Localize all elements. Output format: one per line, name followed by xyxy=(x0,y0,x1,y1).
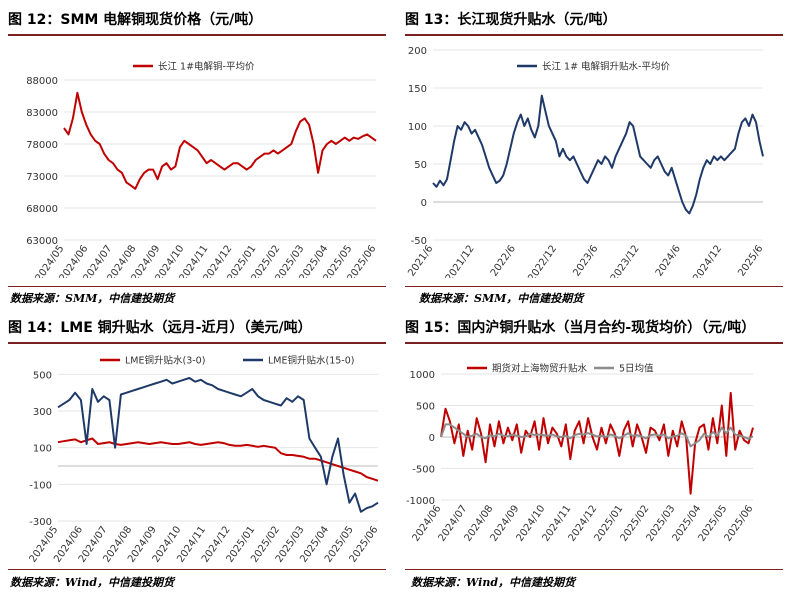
y-tick-label: -300 xyxy=(29,517,52,528)
legend-label: 长江 1#电解铜-平均价 xyxy=(158,61,255,73)
data-source: 数据来源：SMM，中信建投期货 xyxy=(419,292,584,305)
y-tick-label: 68000 xyxy=(26,204,58,215)
series-line xyxy=(440,391,754,495)
divider xyxy=(8,569,386,570)
divider xyxy=(8,286,386,287)
divider xyxy=(405,569,783,570)
y-tick-label: 73000 xyxy=(26,172,58,183)
y-tick-label: 150 xyxy=(408,84,427,95)
y-tick-label: 0 xyxy=(421,198,427,209)
chart-title: 图 15：国内沪铜升贴水（当月合约-现货均价）（元/吨） xyxy=(405,320,756,336)
x-tick-label: 2022/6 xyxy=(489,243,518,278)
series-line xyxy=(432,94,764,215)
chart-svg: 500300100-100-3002024/052024/062024/0720… xyxy=(28,355,381,565)
y-tick-label: 100 xyxy=(408,122,427,133)
series-line xyxy=(440,423,754,448)
y-tick-label: 83000 xyxy=(26,108,58,119)
title-rule xyxy=(405,34,783,36)
y-tick-label: 78000 xyxy=(26,140,58,151)
chart-svg: 10005000-500-10002024/062024/072024/0820… xyxy=(406,363,756,544)
x-tick-label: 2022/12 xyxy=(526,243,559,278)
chart-title: 图 12：SMM 电解铜现货价格（元/吨） xyxy=(8,12,263,28)
y-tick-label: 1000 xyxy=(410,370,435,381)
chart-plot: 10005000-500-10002024/062024/072024/0820… xyxy=(406,363,756,544)
y-tick-label: 200 xyxy=(408,46,427,57)
data-source: 数据来源：Wind，中信建投期货 xyxy=(411,576,576,589)
title-rule xyxy=(405,342,783,344)
y-tick-label: -1000 xyxy=(406,496,435,507)
x-tick-label: 2024/12 xyxy=(691,243,724,278)
x-tick-label: 2024/6 xyxy=(654,243,683,278)
divider xyxy=(405,286,783,287)
chart-panel-14: 图 14：LME 铜升贴水（远月-近月）（美元/吨） 500 300 100 -100… xyxy=(8,316,386,595)
y-tick-label: 50 xyxy=(414,160,427,171)
series-line xyxy=(57,377,379,513)
y-tick-label: 88000 xyxy=(26,76,58,87)
data-source: 数据来源：SMM，中信建投期货 xyxy=(10,292,175,305)
legend-label: LME铜升贴水(15-0) xyxy=(268,355,354,367)
chart-title: 图 14：LME 铜升贴水（远月-近月）（美元/吨） xyxy=(8,320,312,336)
legend-label: LME铜升贴水(3-0) xyxy=(125,355,205,367)
series-line xyxy=(57,437,379,482)
chart-title: 图 13：长江现货升贴水（元/吨） xyxy=(405,12,617,28)
chart-plot: 500300100-100-3002024/052024/062024/0720… xyxy=(28,355,381,565)
y-tick-label: -500 xyxy=(412,465,435,476)
x-tick-label: 2023/12 xyxy=(609,243,642,278)
y-tick-label: 63000 xyxy=(26,236,58,247)
x-tick-label: 2021/6 xyxy=(406,243,435,278)
chart-svg: 8800083000780007300068000630002024/05202… xyxy=(26,61,378,279)
x-tick-label: 2025/6 xyxy=(736,243,765,278)
y-tick-label: -50 xyxy=(411,236,427,247)
legend-label: 期货对上海物贸升贴水 xyxy=(492,363,588,375)
y-tick-label: 100 xyxy=(33,444,52,455)
chart-plot: 8800083000780007300068000630002024/05202… xyxy=(26,61,378,279)
y-tick-label: -100 xyxy=(29,480,52,491)
chart-panel-15: 图 15：国内沪铜升贴水（当月合约-现货均价）（元/吨） 1000 500 0 -50… xyxy=(405,316,783,595)
y-tick-label: 300 xyxy=(33,407,52,418)
legend-label: 长江 1# 电解铜升贴水-平均价 xyxy=(542,61,670,73)
title-rule xyxy=(8,34,386,36)
legend-label: 5日均值 xyxy=(619,363,654,375)
title-rule xyxy=(8,342,386,344)
chart-panel-13: 图 13：长江现货升贴水（元/吨） 200 150 100 50 0 -50 2021/6 2… xyxy=(405,8,783,305)
y-tick-label: 500 xyxy=(416,402,435,413)
series-line xyxy=(63,91,377,190)
y-tick-label: 0 xyxy=(429,433,435,444)
chart-panel-12: 图 12：SMM 电解铜现货价格（元/吨） 88000 83000 78000 730… xyxy=(8,8,386,305)
data-source: 数据来源：Wind，中信建投期货 xyxy=(10,576,175,589)
x-tick-label: 2023/6 xyxy=(571,243,600,278)
y-tick-label: 500 xyxy=(33,370,52,381)
x-tick-label: 2021/12 xyxy=(444,243,477,278)
